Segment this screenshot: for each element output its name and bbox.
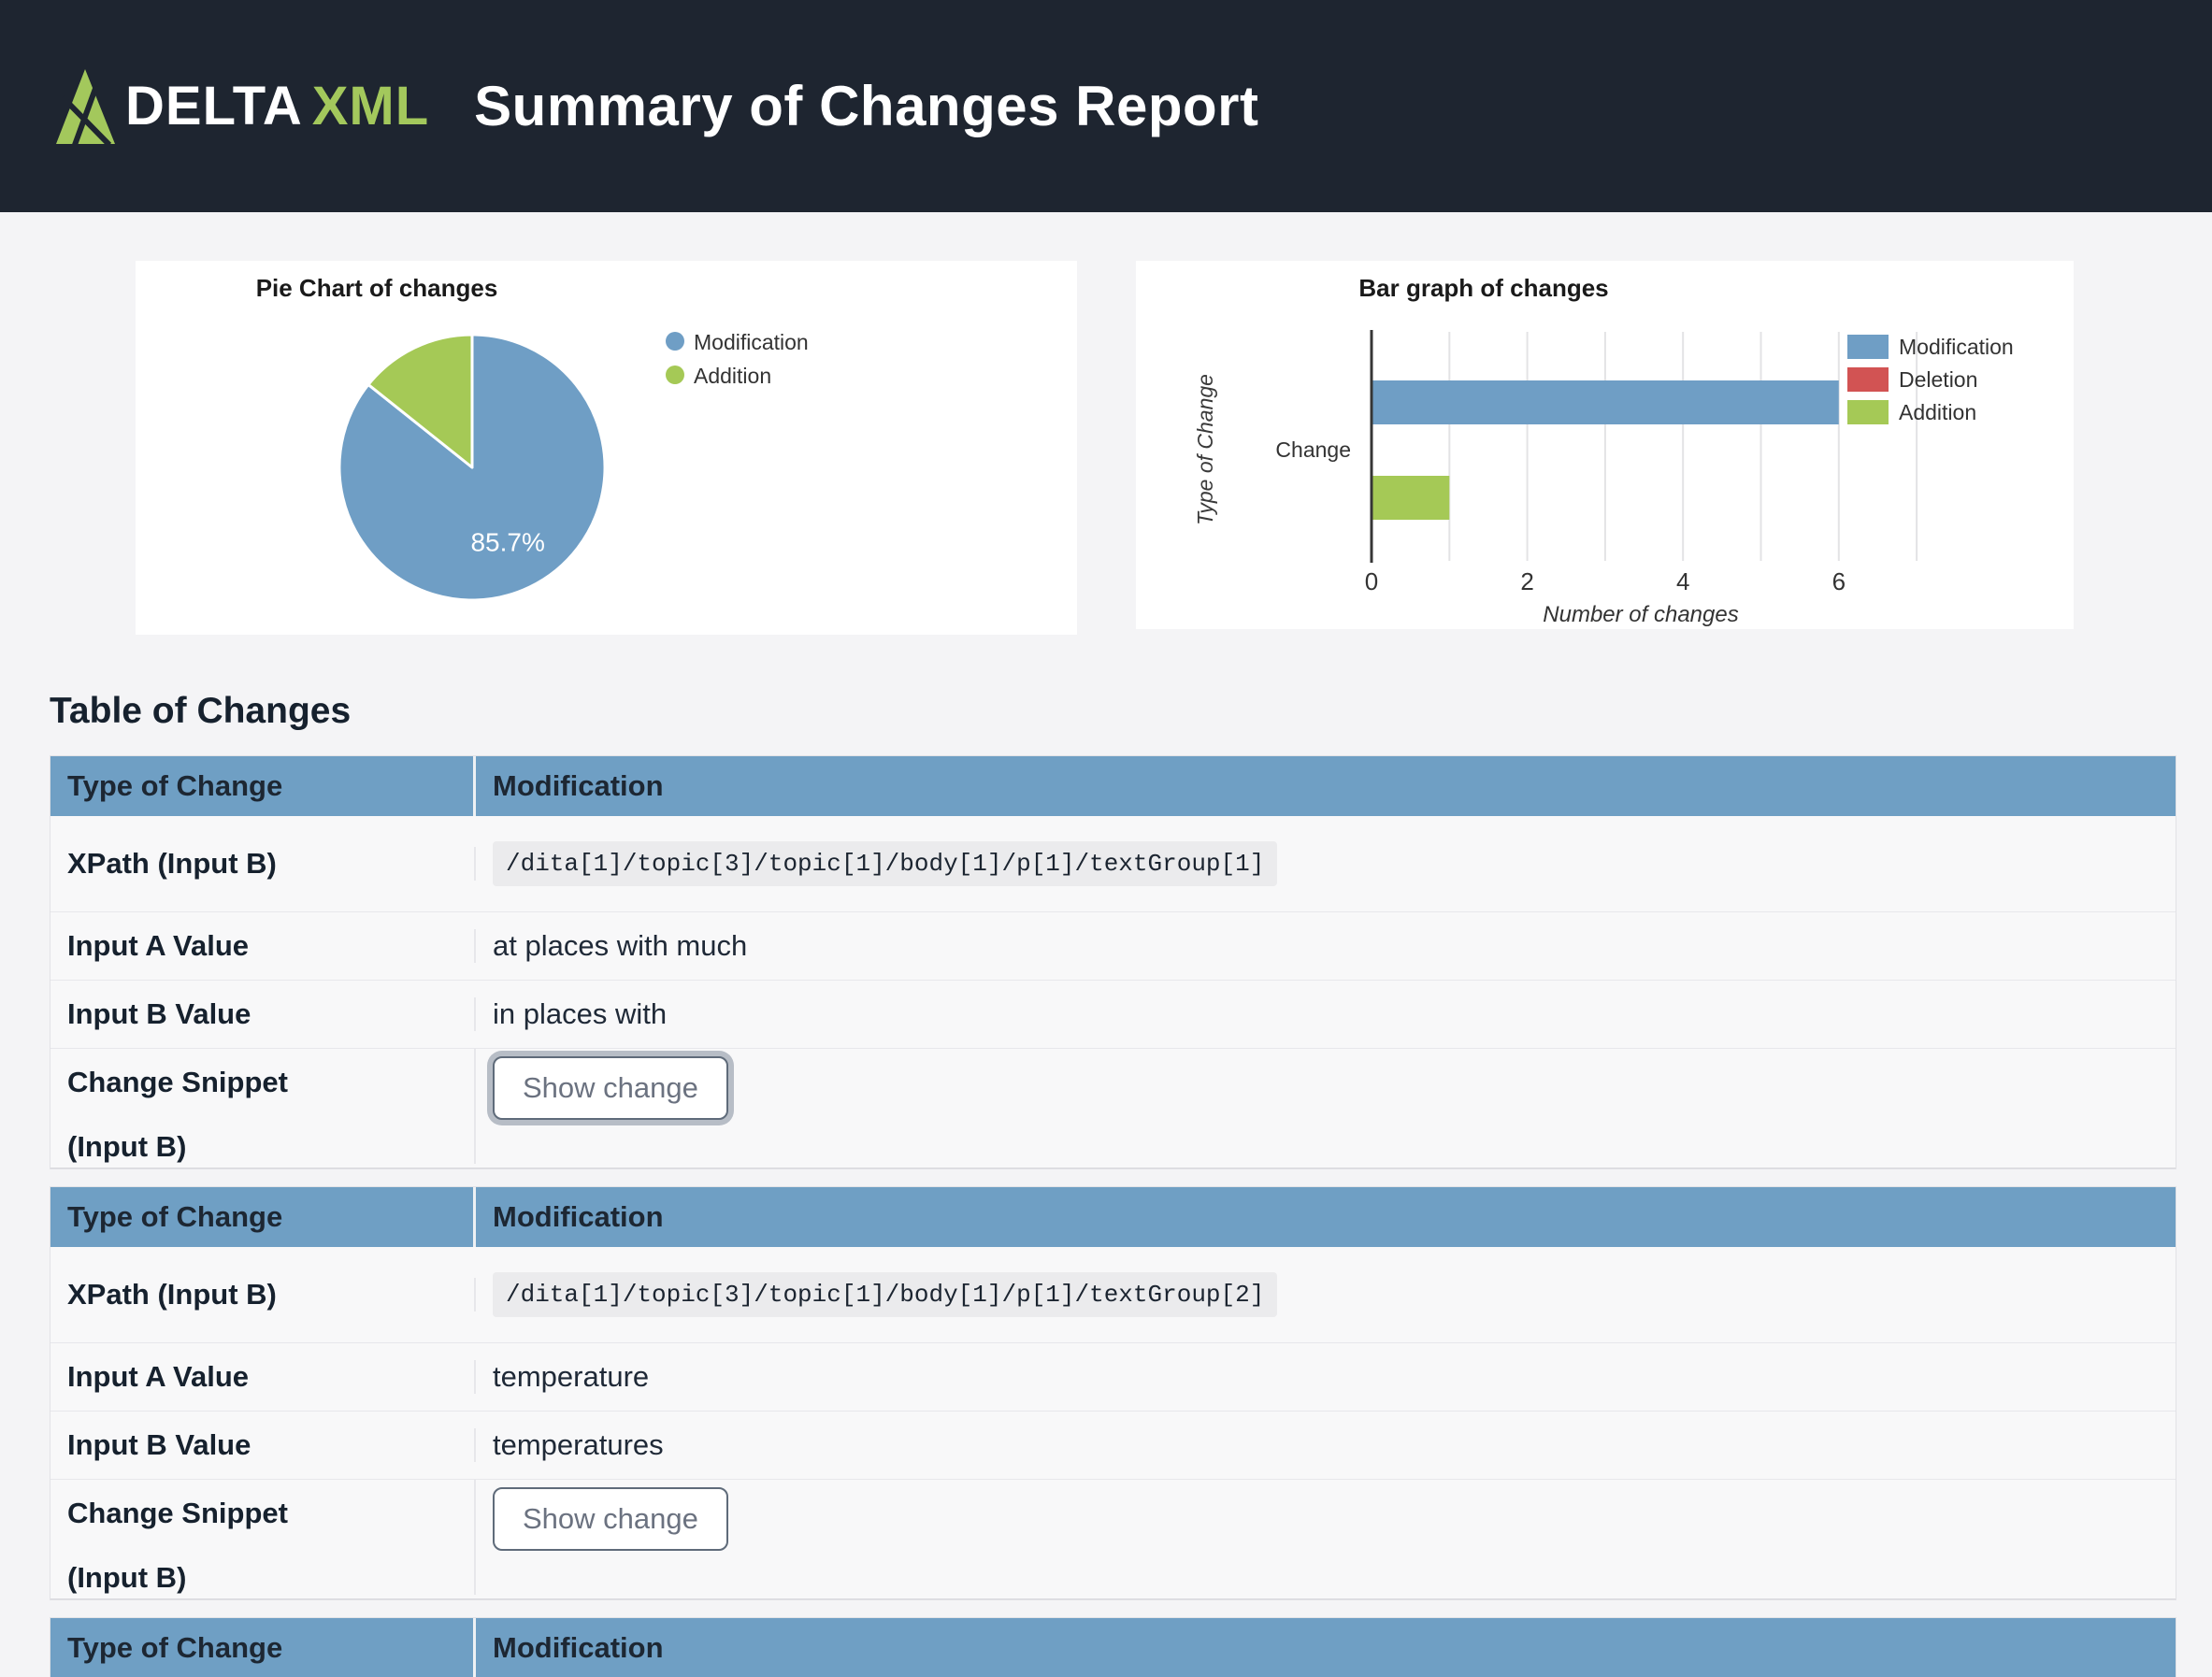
x-axis-title: Number of changes [1543, 602, 1738, 627]
show-change-button[interactable]: Show change [493, 1487, 728, 1551]
bar-legend-label: Modification [1899, 335, 2014, 359]
x-tick-label: 0 [1365, 567, 1378, 595]
table-row-change-snippet: Change Snippet (Input B) Show change [50, 1480, 2176, 1599]
change-block: Type of Change Modification XPath (Input… [50, 1186, 2176, 1600]
category-label: Change [1275, 437, 1351, 462]
pie-legend-swatch [666, 366, 684, 384]
app-header: DELTA XML Summary of Changes Report [0, 0, 2212, 212]
input-b-value: in places with [493, 997, 668, 1030]
table-row-input-a: Input A Value temperature [50, 1343, 2176, 1412]
input-a-label: Input A Value [50, 1360, 476, 1394]
bar-legend-label: Addition [1899, 400, 1976, 424]
table-row-xpath: XPath (Input B) /dita[1]/topic[3]/topic[… [50, 1247, 2176, 1343]
table-header-type-of-change: Type of Change [50, 1618, 476, 1677]
brand-xml-text: XML [311, 76, 430, 136]
pie-slice-label: 85.7% [470, 527, 544, 556]
input-a-label: Input A Value [50, 929, 476, 963]
pie-chart-title: Pie Chart of changes [256, 274, 498, 302]
snippet-label-line2: (Input B) [67, 1130, 187, 1163]
y-axis-title: Type of Change [1193, 374, 1217, 525]
xpath-value: /dita[1]/topic[3]/topic[1]/body[1]/p[1]/… [493, 1272, 1278, 1317]
pie-legend-swatch [666, 332, 684, 351]
pie-slice-modification [338, 333, 607, 602]
xpath-value: /dita[1]/topic[3]/topic[1]/body[1]/p[1]/… [493, 841, 1278, 886]
pie-chart-card: Pie Chart of changes 85.7% Modification Add… [136, 261, 1077, 635]
table-row-change-snippet: Change Snippet (Input B) Show change [50, 1049, 2176, 1168]
bar-legend-swatch [1847, 335, 1889, 359]
xpath-label: XPath (Input B) [50, 1278, 476, 1312]
bar-chart-title: Bar graph of changes [1358, 274, 1608, 302]
input-b-label: Input B Value [50, 997, 476, 1031]
pie-chart: Pie Chart of changes 85.7% Modification Add… [256, 274, 809, 602]
bar-legend-swatch [1847, 400, 1889, 424]
pie-slice-addition [366, 333, 474, 469]
input-a-value: at places with much [493, 929, 748, 962]
bar-legend-label: Deletion [1899, 367, 1977, 392]
change-block: Type of Change Modification XPath (Input… [50, 755, 2176, 1169]
snippet-label-line1: Change Snippet [67, 1497, 288, 1529]
xpath-label: XPath (Input B) [50, 847, 476, 881]
snippet-label-line1: Change Snippet [67, 1066, 288, 1098]
table-header-row: Type of Change Modification [50, 1618, 2176, 1677]
table-header-change-type: Modification [493, 1200, 664, 1233]
x-tick-label: 6 [1832, 567, 1846, 595]
input-b-value: temperatures [493, 1428, 664, 1461]
table-header-row: Type of Change Modification [50, 1187, 2176, 1247]
deltaxml-logo-icon [56, 68, 115, 145]
snippet-label-line2: (Input B) [67, 1561, 187, 1594]
pie-legend-label: Addition [694, 364, 771, 388]
change-blocks: Type of Change Modification XPath (Input… [50, 755, 2176, 1677]
table-header-change-type: Modification [493, 1631, 664, 1664]
page-title: Summary of Changes Report [474, 75, 1259, 137]
table-header-row: Type of Change Modification [50, 756, 2176, 816]
change-block: Type of Change Modification [50, 1617, 2176, 1677]
table-of-changes-heading: Table of Changes [50, 691, 352, 731]
show-change-button[interactable]: Show change [493, 1056, 728, 1120]
bar-legend-swatch [1847, 367, 1889, 392]
table-header-change-type: Modification [493, 769, 664, 802]
bar-chart-card: Bar graph of changes Change Type of Change… [1136, 261, 2074, 629]
input-a-value: temperature [493, 1360, 650, 1393]
deltaxml-logo: DELTA XML [56, 68, 429, 145]
bar-modification [1372, 380, 1839, 424]
table-row-input-b: Input B Value in places with [50, 981, 2176, 1049]
table-of-changes-section: Table of Changes Type of Change Modifica… [50, 692, 2176, 1677]
table-row-input-a: Input A Value at places with much [50, 912, 2176, 981]
table-row-input-b: Input B Value temperatures [50, 1412, 2176, 1480]
input-b-label: Input B Value [50, 1428, 476, 1462]
table-header-type-of-change: Type of Change [50, 1187, 476, 1247]
brand-delta-text: DELTA [125, 76, 303, 136]
table-row-xpath: XPath (Input B) /dita[1]/topic[3]/topic[… [50, 816, 2176, 912]
x-tick-label: 4 [1676, 567, 1689, 595]
pie-legend-label: Modification [694, 330, 809, 354]
bar-chart: Bar graph of changes Change Type of Change… [1193, 274, 2014, 627]
table-header-type-of-change: Type of Change [50, 756, 476, 816]
bar-addition [1372, 476, 1450, 520]
x-tick-label: 2 [1520, 567, 1533, 595]
